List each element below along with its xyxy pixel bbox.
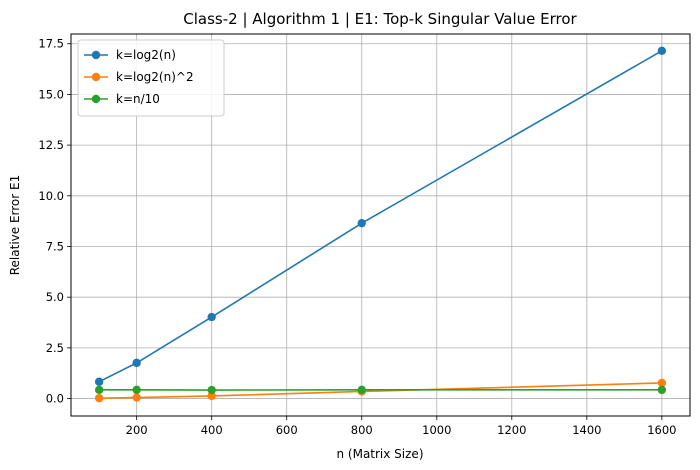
x-tick-label: 600 [276,423,298,437]
x-tick-label: 400 [201,423,223,437]
data-point [657,378,667,388]
data-point [132,393,141,402]
legend-box [77,39,225,117]
x-tick-label: 200 [126,423,148,437]
data-point [94,393,104,403]
legend-label: k=n/10 [116,92,160,106]
y-tick-label: 15.0 [38,87,64,101]
data-point [657,46,667,56]
y-tick-label: 2.5 [46,341,64,355]
legend-marker [91,50,101,60]
plot-area-frame [70,33,691,417]
x-tick-label: 800 [351,423,373,437]
data-point [207,312,216,322]
data-point [207,391,216,401]
data-point [657,385,667,395]
x-axis-label: n (Matrix Size) [336,447,423,461]
series-lines [94,46,667,403]
x-tick-label: 1600 [647,423,676,437]
y-tick-label: 12.5 [38,138,64,152]
legend-marker [91,72,101,82]
legend-label: k=log2(n) [116,48,176,62]
axis-ticks: 200 400 600 800 1000 1200 1400 1600 0.0 2.5 5.0 7.5… [38,37,676,437]
y-tick-label: 0.0 [46,392,64,406]
data-point [132,358,141,368]
data-point [207,385,216,395]
legend-marker [91,94,101,104]
x-tick-label: 1400 [572,423,601,437]
y-axis-label: Relative Error E1 [8,175,22,276]
y-tick-label: 17.5 [38,37,64,51]
data-point [132,385,141,395]
data-point [94,377,104,386]
y-tick-label: 7.5 [46,239,64,253]
data-point [94,385,104,395]
grid [71,34,690,416]
chart-title: Class-2 | Algorithm 1 | E1: Top-k Singul… [183,10,577,28]
data-point [357,385,366,395]
legend: k=log2(n) k=log2(n)^2 k=n/10 [77,39,225,117]
data-point [357,218,366,228]
y-tick-label: 5.0 [46,290,64,304]
y-tick-label: 10.0 [38,189,64,203]
legend-label: k=log2(n)^2 [116,70,194,84]
series-1 [94,46,667,386]
series-3 [94,385,667,395]
x-tick-label: 1000 [422,423,451,437]
x-tick-label: 1200 [497,423,526,437]
